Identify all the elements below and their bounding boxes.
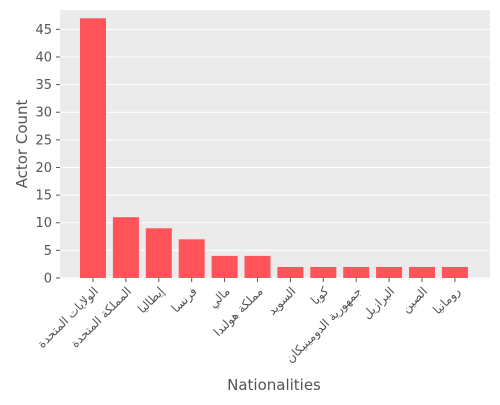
y-tick-label: 0: [44, 272, 52, 287]
bar: [310, 266, 337, 278]
x-tick-label: رومانيا: [430, 284, 464, 318]
bar: [277, 266, 304, 278]
x-tick-label: السويد: [265, 284, 299, 318]
x-tick-label: كوبا: [308, 284, 332, 308]
y-tick-label: 15: [35, 189, 52, 204]
bar: [376, 266, 403, 278]
x-tick-label: مالي: [206, 284, 233, 311]
y-tick-label: 35: [35, 78, 52, 93]
bar: [409, 266, 435, 278]
y-tick-label: 30: [35, 106, 52, 121]
bar: [80, 18, 106, 278]
x-tick-label: البرازيل: [360, 284, 398, 322]
bar: [441, 266, 468, 278]
y-tick-label: 5: [44, 244, 52, 259]
y-tick-label: 10: [35, 216, 52, 231]
y-tick-label: 20: [35, 161, 52, 176]
bars: [80, 18, 468, 278]
bar: [178, 239, 205, 278]
y-axis-ticks: 0 5 10 15 20 25 30 35 40 45: [35, 23, 60, 287]
bar: [145, 228, 172, 278]
y-tick-label: 25: [35, 133, 52, 148]
y-axis-title: Actor Count: [13, 99, 31, 188]
y-tick-label: 45: [35, 23, 52, 38]
x-tick-label: الصين: [399, 284, 431, 316]
y-tick-label: 40: [35, 50, 52, 65]
bar: [211, 255, 238, 278]
bar: [112, 217, 139, 278]
x-tick-label: إيطاليا: [135, 284, 167, 316]
x-axis-title: Nationalities: [227, 376, 321, 394]
bar: [343, 266, 370, 278]
bar: [244, 255, 271, 278]
x-tick-label: فرنسا: [169, 284, 201, 316]
